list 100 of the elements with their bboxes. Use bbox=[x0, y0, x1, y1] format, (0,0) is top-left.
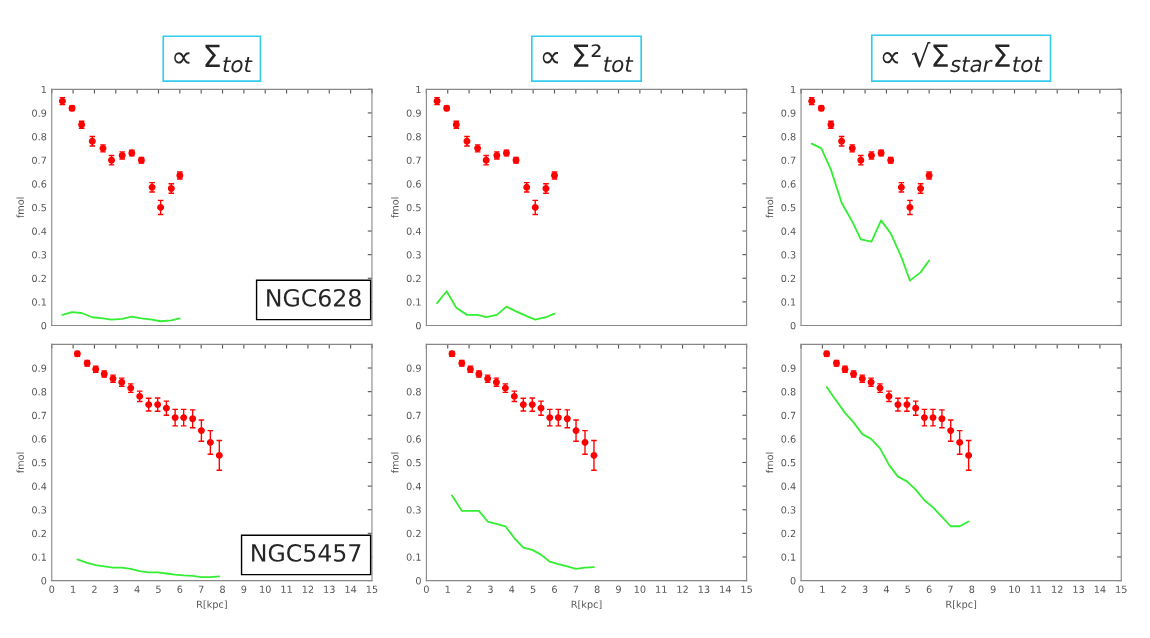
y-tick-label: 0.9 bbox=[32, 364, 47, 372]
y-tick-label: 0 bbox=[41, 577, 47, 585]
y-tick-label: 0.1 bbox=[32, 298, 46, 306]
x-tick-label: 3 bbox=[113, 585, 119, 593]
y-tick-label: 0.9 bbox=[406, 364, 421, 372]
y-tick-label: 0.9 bbox=[781, 109, 796, 117]
point bbox=[581, 438, 589, 446]
y-tick-label: 0.6 bbox=[406, 435, 421, 443]
x-tick-label: 5 bbox=[905, 585, 911, 593]
point bbox=[531, 203, 539, 211]
x-tick-label: 15 bbox=[1116, 585, 1127, 593]
point bbox=[537, 404, 545, 412]
y-tick-label: 0.6 bbox=[406, 180, 421, 188]
x-tick-label: 4 bbox=[883, 585, 889, 593]
y-tick-label: 0.5 bbox=[32, 458, 47, 467]
point bbox=[180, 414, 188, 422]
point bbox=[528, 401, 536, 409]
line-series bbox=[76, 558, 221, 578]
y-axis-title: fmol bbox=[765, 452, 774, 474]
x-tick-label: 14 bbox=[345, 585, 357, 593]
point bbox=[519, 401, 527, 409]
y-tick-label: 0 bbox=[790, 321, 796, 330]
y-tick-label: 0 bbox=[41, 321, 47, 330]
point bbox=[572, 427, 580, 435]
y-tick-label: 0.4 bbox=[406, 227, 421, 235]
x-tick-label: 0 bbox=[49, 585, 55, 593]
x-tick-label: 1 bbox=[445, 585, 450, 593]
y-tick-label: 0.7 bbox=[781, 156, 796, 165]
y-tick-label: 0.4 bbox=[406, 482, 421, 490]
y-tick-label: 0.5 bbox=[406, 203, 421, 212]
point bbox=[215, 451, 223, 459]
y-tick-label: 1 bbox=[791, 85, 796, 94]
x-tick-label: 5 bbox=[156, 585, 161, 593]
x-tick-label: 0 bbox=[423, 585, 429, 593]
x-tick-label: 14 bbox=[720, 585, 731, 593]
y-tick-label: 0.7 bbox=[32, 411, 47, 420]
x-tick-label: 11 bbox=[281, 585, 292, 593]
y-tick-label: 0.4 bbox=[781, 227, 796, 235]
x-tick-label: 3 bbox=[488, 585, 493, 593]
y-tick-label: 0.8 bbox=[781, 133, 796, 141]
y-axis-title: fmol bbox=[16, 452, 24, 474]
x-tick-label: 5 bbox=[530, 585, 536, 593]
point bbox=[938, 415, 946, 423]
point bbox=[157, 203, 165, 211]
x-tick-label: 8 bbox=[969, 585, 975, 593]
point bbox=[554, 414, 562, 422]
x-tick-label: 4 bbox=[134, 585, 140, 593]
y-tick-label: 0.3 bbox=[32, 251, 47, 259]
y-tick-label: 0.5 bbox=[32, 203, 47, 212]
y-tick-label: 0.5 bbox=[406, 458, 421, 467]
annotation: NGC628 bbox=[267, 288, 361, 307]
x-tick-label: 0 bbox=[798, 585, 804, 593]
point bbox=[894, 401, 902, 409]
y-tick-label: 0.1 bbox=[406, 553, 421, 561]
point bbox=[189, 415, 197, 423]
x-tick-label: 6 bbox=[926, 585, 932, 593]
x-tick-label: 2 bbox=[92, 585, 97, 593]
point bbox=[563, 415, 571, 423]
point bbox=[903, 401, 911, 409]
y-tick-label: 0.1 bbox=[32, 553, 46, 561]
x-axis-title: R[kpc] bbox=[946, 600, 977, 610]
line-series bbox=[61, 311, 181, 323]
y-tick-label: 0.9 bbox=[406, 109, 421, 117]
x-tick-label: 10 bbox=[634, 585, 646, 593]
point bbox=[206, 438, 214, 446]
x-tick-label: 14 bbox=[1094, 585, 1106, 593]
x-tick-label: 7 bbox=[948, 585, 953, 593]
point bbox=[197, 427, 205, 435]
x-tick-label: 3 bbox=[862, 585, 868, 593]
x-tick-label: 12 bbox=[677, 585, 688, 593]
x-axis-title: R[kpc] bbox=[197, 600, 227, 610]
x-tick-label: 12 bbox=[302, 585, 314, 593]
x-tick-label: 13 bbox=[1073, 585, 1084, 593]
y-tick-label: 0.2 bbox=[406, 529, 421, 538]
x-tick-label: 7 bbox=[198, 585, 204, 593]
y-tick-label: 0.2 bbox=[781, 274, 796, 283]
x-tick-label: 11 bbox=[1030, 585, 1042, 593]
line-series bbox=[436, 290, 556, 321]
y-tick-label: 0.1 bbox=[781, 553, 796, 561]
line-series bbox=[825, 386, 970, 528]
point bbox=[920, 414, 928, 422]
y-tick-label: 0.8 bbox=[781, 388, 796, 396]
x-tick-label: 9 bbox=[990, 585, 996, 593]
point bbox=[154, 401, 162, 409]
y-tick-label: 1 bbox=[41, 85, 46, 94]
y-tick-label: 0 bbox=[415, 321, 421, 330]
y-tick-label: 0.5 bbox=[781, 458, 796, 467]
y-tick-label: 0.7 bbox=[781, 411, 796, 420]
x-tick-label: 15 bbox=[741, 585, 752, 593]
y-axis-title: fmol bbox=[765, 197, 774, 218]
y-tick-label: 0.2 bbox=[781, 529, 796, 538]
chart-title: ∝ Σ$_{tot}$ bbox=[174, 44, 253, 73]
point bbox=[171, 414, 179, 422]
point bbox=[546, 414, 554, 422]
point bbox=[145, 401, 153, 409]
x-tick-label: 8 bbox=[220, 585, 225, 593]
point bbox=[906, 203, 914, 211]
x-tick-label: 4 bbox=[509, 585, 515, 593]
point bbox=[956, 438, 964, 446]
y-axis-title: fmol bbox=[391, 197, 399, 218]
